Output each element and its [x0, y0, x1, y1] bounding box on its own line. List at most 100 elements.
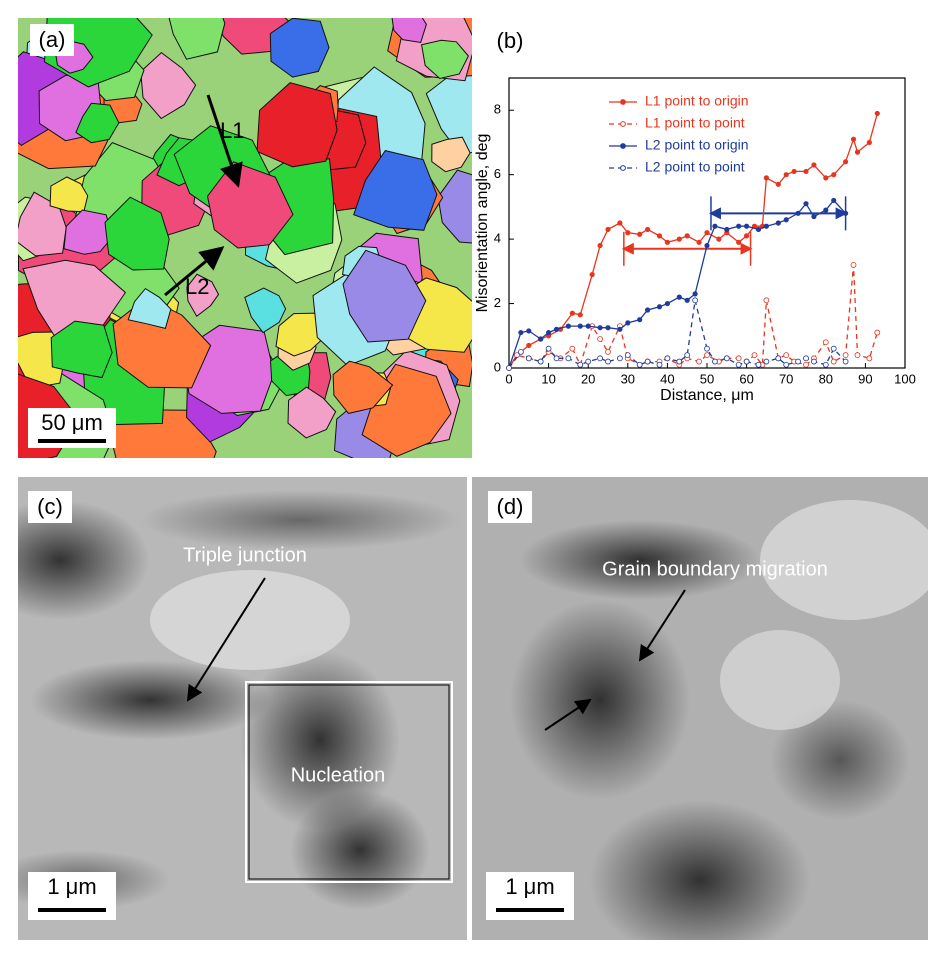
scale-bar-label: 50 μm [41, 410, 103, 435]
point [850, 136, 857, 142]
point [569, 345, 576, 352]
point [755, 226, 762, 233]
x-tick-label: 70 [779, 371, 793, 386]
point [605, 358, 611, 365]
point [830, 358, 837, 365]
grain [244, 287, 287, 334]
y-tick-label: 8 [494, 102, 501, 117]
point [723, 355, 730, 362]
box [248, 684, 450, 880]
point [605, 348, 611, 355]
x-tick-label: 90 [858, 371, 872, 386]
point [763, 358, 770, 365]
point [866, 139, 872, 146]
point [783, 217, 789, 223]
point [842, 352, 849, 359]
y-tick-label: 2 [494, 295, 501, 310]
point [803, 201, 809, 207]
point [597, 242, 603, 249]
point [803, 355, 809, 362]
legend-marker [620, 143, 626, 149]
point [664, 300, 671, 307]
point [597, 355, 603, 362]
point [553, 326, 560, 332]
legend-marker [620, 165, 626, 171]
point [842, 210, 849, 216]
point [831, 197, 837, 204]
point [775, 355, 782, 362]
legend-marker [620, 121, 626, 127]
point [684, 352, 691, 359]
grain [287, 386, 337, 439]
point [874, 329, 881, 336]
x-tick-label: 40 [660, 371, 674, 386]
point [537, 358, 544, 365]
point [716, 236, 722, 242]
point [736, 239, 742, 245]
grain [104, 196, 170, 271]
grain [437, 169, 472, 244]
point [644, 226, 651, 233]
point [842, 159, 849, 165]
panel-label: (a) [39, 27, 66, 52]
annotation: Triple junction [183, 544, 307, 566]
point [589, 271, 595, 278]
grain [50, 320, 113, 379]
series-line [508, 300, 847, 369]
point [656, 361, 663, 368]
tem-image [472, 477, 928, 940]
point [625, 320, 631, 326]
point [783, 352, 790, 359]
point [684, 233, 690, 239]
point [597, 336, 603, 342]
grain [342, 249, 427, 343]
scale-bar-label: 1 μm [505, 874, 554, 899]
grain [431, 136, 471, 173]
grain [269, 18, 330, 78]
point [831, 172, 837, 178]
x-tick-label: 60 [739, 371, 753, 386]
legend-label: L2 point to point [645, 159, 745, 175]
point [874, 110, 880, 117]
point [696, 239, 702, 245]
point [712, 358, 718, 365]
point [743, 233, 750, 239]
point [704, 345, 710, 352]
grain [256, 82, 338, 168]
x-tick-label: 10 [541, 371, 555, 386]
point [822, 339, 829, 346]
series-line [508, 199, 847, 369]
point [617, 220, 623, 226]
y-axis-label: Misorientation angle, deg [474, 134, 491, 313]
point [842, 358, 849, 365]
point [545, 329, 552, 336]
point [811, 162, 817, 168]
point [664, 355, 671, 362]
point [597, 325, 603, 331]
point [585, 323, 591, 329]
x-tick-label: 80 [819, 371, 833, 386]
point [526, 342, 532, 349]
panel-label: (b) [497, 28, 524, 53]
panel-label: (d) [497, 494, 524, 519]
point [811, 213, 817, 220]
point [605, 325, 611, 331]
grain [332, 360, 394, 414]
point [616, 355, 623, 362]
tem-image [18, 477, 467, 940]
series-line [508, 113, 878, 369]
point [644, 358, 651, 365]
point [644, 307, 651, 313]
point [676, 294, 682, 300]
point [823, 175, 829, 181]
point [743, 223, 750, 229]
point [775, 220, 781, 226]
x-axis-label: Distance, μm [660, 387, 754, 404]
y-tick-label: 6 [494, 166, 501, 181]
point [517, 348, 524, 355]
point [866, 355, 873, 362]
point [763, 223, 770, 229]
point [823, 207, 829, 213]
point [803, 168, 809, 175]
